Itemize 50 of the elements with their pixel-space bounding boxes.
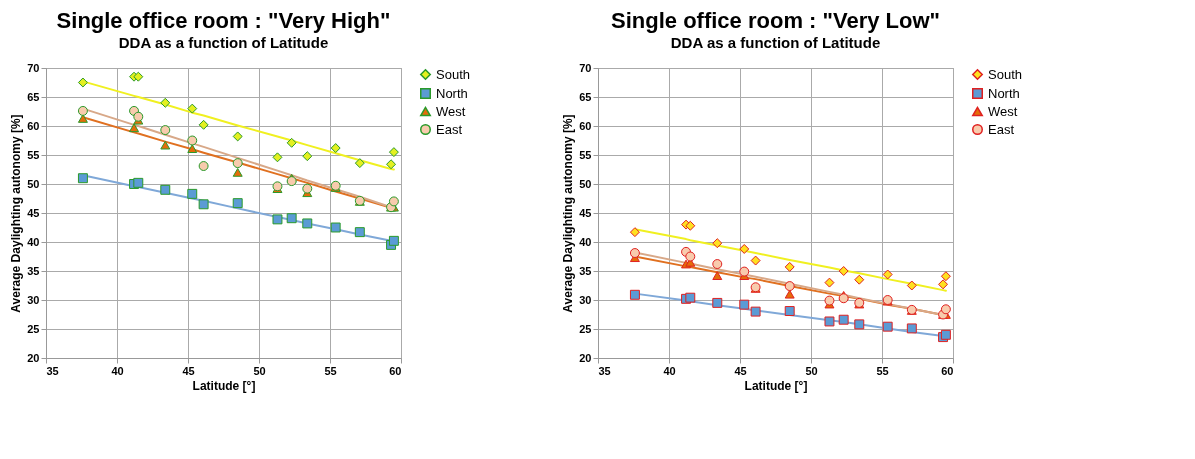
chart-subtitle: DDA as a function of Latitude <box>118 34 329 51</box>
y-tick-label: 55 <box>27 148 40 161</box>
y-tick-label: 60 <box>27 119 40 132</box>
x-tick-label: 55 <box>324 364 337 377</box>
y-tick-label: 35 <box>27 264 40 277</box>
chart-title: Single office room : "Very High" <box>56 8 391 33</box>
y-axis-title: Average Daylighting autonomy [%] <box>9 114 24 313</box>
y-tick-label: 20 <box>579 351 592 364</box>
x-tick-label: 60 <box>941 364 954 377</box>
chart-title: Single office room : "Very Low" <box>611 8 940 33</box>
y-tick-label: 40 <box>579 235 592 248</box>
legend-label: North <box>988 85 1020 101</box>
legend-label: East <box>436 121 463 137</box>
y-tick-label: 50 <box>27 177 40 190</box>
y-tick-label: 45 <box>27 206 40 219</box>
x-tick-label: 45 <box>182 364 195 377</box>
y-tick-label: 25 <box>579 322 592 335</box>
x-tick-label: 60 <box>389 364 402 377</box>
y-tick-label: 40 <box>27 235 40 248</box>
y-tick-label: 70 <box>27 61 40 74</box>
chart-subtitle: DDA as a function of Latitude <box>670 34 881 51</box>
y-tick-label: 65 <box>579 90 592 103</box>
x-tick-label: 50 <box>253 364 266 377</box>
x-tick-label: 55 <box>876 364 889 377</box>
y-tick-label: 25 <box>27 322 40 335</box>
legend-label: North <box>436 85 468 101</box>
x-tick-label: 50 <box>805 364 818 377</box>
y-tick-label: 45 <box>579 206 592 219</box>
legend-label: South <box>988 66 1022 82</box>
y-tick-label: 65 <box>27 90 40 103</box>
legend-label: West <box>988 103 1018 119</box>
y-tick-label: 50 <box>579 177 592 190</box>
y-tick-label: 30 <box>579 293 592 306</box>
legend-label: South <box>436 66 470 82</box>
x-tick-label: 35 <box>46 364 59 377</box>
x-axis-title: Latitude [°] <box>192 378 256 393</box>
legend-label: West <box>436 103 466 119</box>
y-tick-label: 70 <box>579 61 592 74</box>
legend-label: East <box>988 121 1015 137</box>
y-tick-label: 35 <box>579 264 592 277</box>
x-axis-title: Latitude [°] <box>744 378 808 393</box>
x-tick-label: 35 <box>598 364 611 377</box>
y-tick-label: 55 <box>579 148 592 161</box>
x-tick-label: 40 <box>663 364 676 377</box>
y-tick-label: 60 <box>579 119 592 132</box>
x-tick-label: 45 <box>734 364 747 377</box>
y-tick-label: 30 <box>27 293 40 306</box>
x-tick-label: 40 <box>111 364 124 377</box>
y-axis-title: Average Daylighting autonomy [%] <box>561 114 576 313</box>
y-tick-label: 20 <box>27 351 40 364</box>
